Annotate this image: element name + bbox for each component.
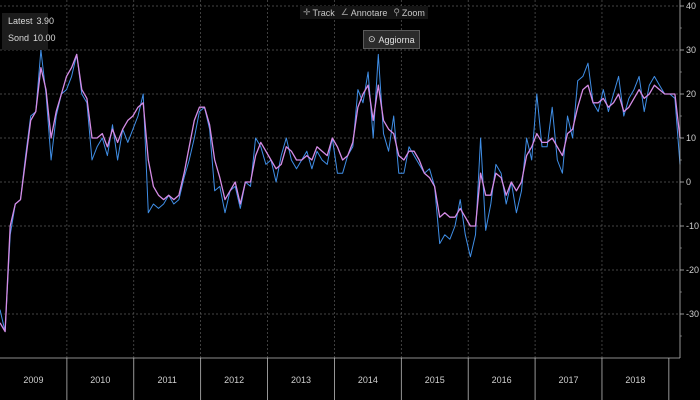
- x-tick-label: 2015: [425, 375, 445, 385]
- x-tick-label: 2011: [158, 375, 177, 385]
- track-button[interactable]: ✛ Track: [303, 7, 335, 18]
- legend: Latest 3.90 Sond 10.00: [2, 13, 56, 50]
- legend-label-sond: Sond: [8, 33, 30, 43]
- y-tick-label: -20: [686, 265, 699, 275]
- y-tick-label: 40: [686, 1, 696, 11]
- legend-label-latest: Latest: [8, 16, 33, 26]
- legend-value-latest: 3.90: [36, 16, 55, 26]
- grid-lines: [0, 0, 680, 358]
- y-tick-label: 30: [686, 45, 696, 55]
- legend-item-sond[interactable]: Sond 10.00: [2, 30, 56, 47]
- magnifier-icon: ⚲: [393, 7, 400, 17]
- series-line-latest[interactable]: [0, 49, 681, 333]
- series-line-sond[interactable]: [0, 53, 681, 333]
- x-tick-label: 2016: [492, 375, 512, 385]
- y-tick-label: 0: [686, 177, 691, 187]
- y-tick-label: 20: [686, 89, 696, 99]
- y-tick-label: 10: [686, 133, 696, 143]
- y-tick-label: -10: [686, 221, 699, 231]
- x-tick-label: 2013: [291, 375, 311, 385]
- zoom-label: Zoom: [401, 7, 425, 18]
- chart-toolbar: ✛ Track ∠ Annotare ⚲ Zoom: [300, 6, 428, 19]
- x-tick-label: 2014: [358, 375, 378, 385]
- pencil-icon: ∠: [340, 7, 349, 17]
- x-tick-label: 2012: [224, 375, 244, 385]
- refresh-label: Aggiorna: [378, 34, 415, 45]
- annotate-label: Annotare: [350, 7, 388, 18]
- x-tick-label: 2010: [90, 375, 110, 385]
- refresh-icon: ⊙: [368, 34, 376, 44]
- series-group: [0, 49, 681, 333]
- legend-value-sond: 10.00: [33, 33, 56, 43]
- refresh-button[interactable]: ⊙ Aggiorna: [363, 30, 420, 49]
- crosshair-icon: ✛: [303, 7, 311, 17]
- x-tick-label: 2009: [23, 375, 43, 385]
- x-tick-label: 2018: [625, 375, 645, 385]
- legend-item-latest[interactable]: Latest 3.90: [2, 13, 54, 30]
- y-tick-label: -30: [686, 309, 699, 319]
- annotate-button[interactable]: ∠ Annotare: [341, 7, 388, 18]
- y-axis: 40 30 20 10 0 -10 -20 -30: [679, 0, 699, 358]
- x-axis: 2009 2010 2011 2012 2013 2014 2015 2016 2017 2018: [0, 357, 680, 400]
- x-tick-label: 2017: [559, 375, 579, 385]
- zoom-button[interactable]: ⚲ Zoom: [393, 7, 425, 18]
- track-label: Track: [312, 7, 335, 18]
